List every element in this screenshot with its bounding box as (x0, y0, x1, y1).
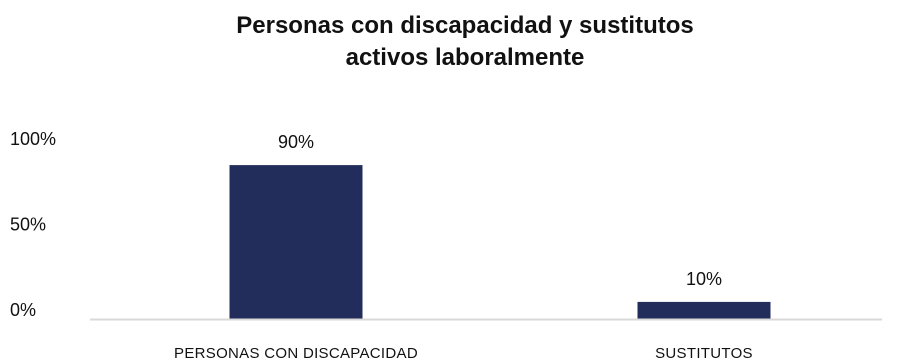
bar (229, 165, 363, 319)
chart-title-line-1: Personas con discapacidad y sustitutos (236, 12, 693, 39)
y-axis: 0% 50% 100% (10, 129, 56, 320)
data-label: 10% (686, 269, 722, 289)
x-axis: PERSONAS CON DISCAPACIDAD SUSTITUTOS (174, 345, 753, 362)
y-tick-label: 0% (10, 300, 36, 320)
bar (637, 301, 771, 319)
data-label: 90% (278, 132, 314, 152)
y-tick-label: 100% (10, 129, 56, 149)
x-tick-label: PERSONAS CON DISCAPACIDAD (174, 345, 418, 362)
chart-title-line-2: activos laboralmente (346, 44, 585, 71)
x-tick-label: SUSTITUTOS (655, 345, 753, 362)
y-tick-label: 50% (10, 215, 46, 235)
bars: 90% 10% (229, 132, 771, 319)
